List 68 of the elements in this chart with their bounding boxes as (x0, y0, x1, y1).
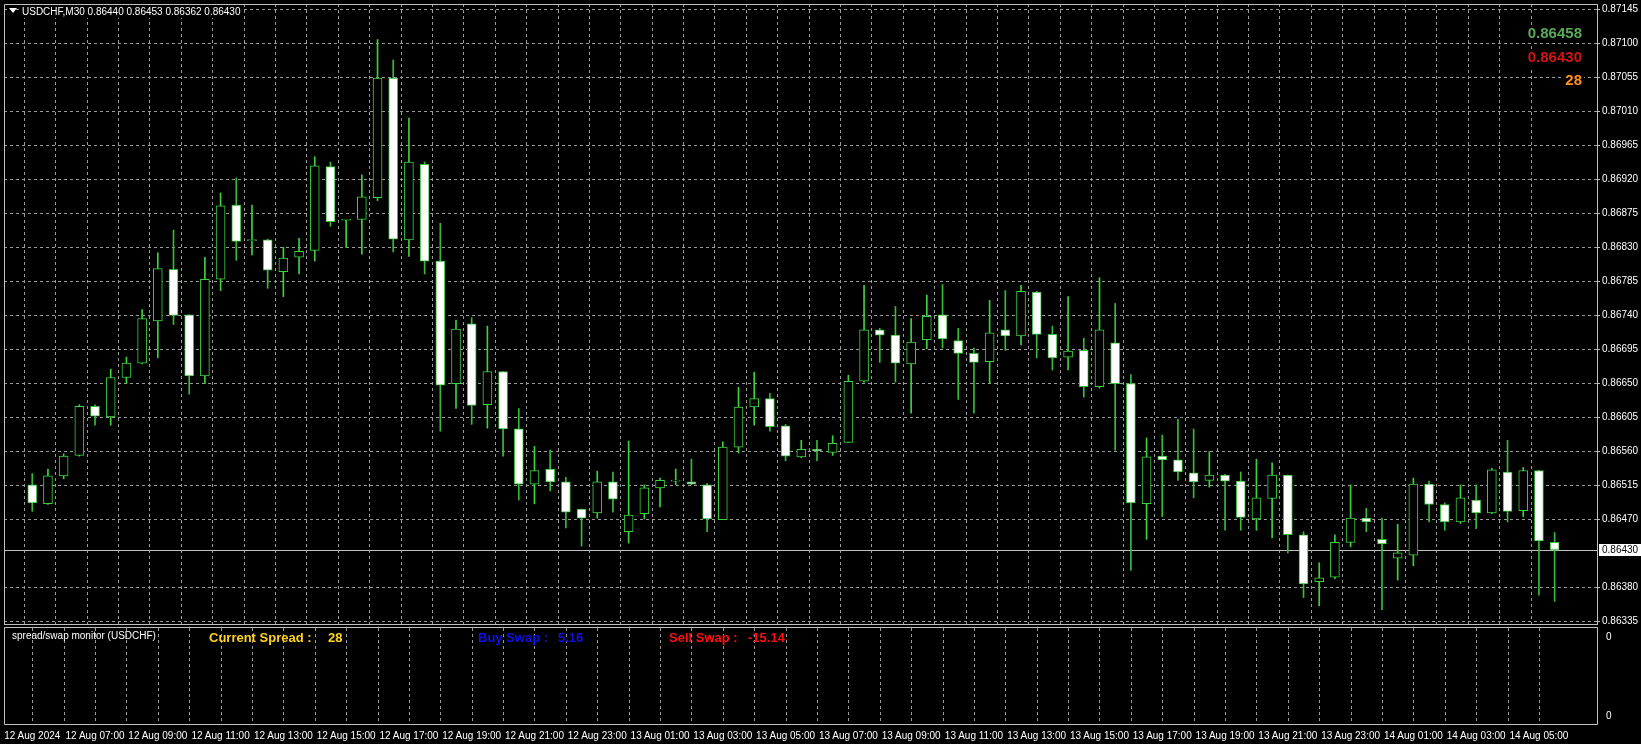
annotation: 0.86430 (1527, 48, 1582, 66)
x-tick-label: 12 Aug 09:00 (128, 729, 188, 741)
annotation: 0.86458 (1527, 24, 1582, 42)
candlestick (670, 468, 681, 486)
y-tick-label: 0.86965 (1602, 139, 1639, 151)
y-tick-label: 0.86335 (1602, 615, 1639, 627)
x-tick-label: 13 Aug 23:00 (1321, 729, 1381, 741)
x-tick-label: 13 Aug 03:00 (693, 729, 753, 741)
text: spread/swap monitor (USDCHF) (12, 629, 156, 641)
text: 0 (1606, 709, 1612, 721)
y-tick-label: 0.87055 (1602, 71, 1639, 83)
x-tick-label: 13 Aug 09:00 (881, 729, 942, 741)
x-tick-label: 12 Aug 17:00 (379, 729, 439, 741)
chart-title: USDCHF,M30 0.86440 0.86453 0.86362 0.86430 (22, 5, 241, 17)
candlestick (1392, 523, 1403, 581)
x-tick-label: 14 Aug 01:00 (1383, 729, 1444, 741)
candlestick (1173, 418, 1183, 481)
y-tick-label: 0.87100 (1602, 37, 1639, 49)
x-tick-label: 14 Aug 03:00 (1446, 729, 1507, 741)
x-tick-label: 13 Aug 07:00 (818, 729, 879, 741)
text: 28 (328, 629, 343, 645)
y-tick-label: 0.86830 (1602, 241, 1639, 253)
x-tick-label: 13 Aug 15:00 (1070, 729, 1130, 741)
text: Current Spread : (209, 629, 312, 645)
x-tick-label: 13 Aug 17:00 (1132, 729, 1193, 741)
text: -15.14 (748, 629, 786, 645)
candlestick (749, 371, 760, 426)
candlestick (969, 347, 979, 414)
x-tick-label: 12 Aug 21:00 (505, 729, 565, 741)
y-tick-label: 0.86920 (1602, 173, 1639, 185)
text: 5.16 (558, 629, 584, 645)
candlestick (341, 218, 351, 248)
candlestick (953, 328, 964, 400)
text: Sell Swap : (669, 629, 738, 645)
x-tick-label: 12 Aug 13:00 (253, 729, 314, 741)
x-tick-label: 13 Aug 13:00 (1007, 729, 1067, 741)
y-tick-label: 0.86695 (1602, 343, 1639, 355)
y-tick-label: 0.86380 (1602, 581, 1639, 593)
y-tick-label: 0.86650 (1602, 377, 1639, 389)
y-tick-label: 0.86875 (1602, 207, 1639, 219)
x-tick-label: 12 Aug 07:00 (65, 729, 125, 741)
candlestick (1377, 517, 1387, 610)
y-tick-label: 0.86740 (1602, 309, 1639, 321)
x-tick-label: 12 Aug 19:00 (442, 729, 502, 741)
text: 0 (1606, 630, 1612, 642)
ref-line-label: 0.86430 (1602, 543, 1639, 555)
y-tick-label: 0.87010 (1602, 105, 1639, 117)
x-tick-label: 12 Aug 23:00 (567, 729, 628, 741)
x-tick-label: 12 Aug 11:00 (191, 729, 251, 741)
y-tick-label: 0.86515 (1602, 479, 1639, 491)
candlestick (906, 318, 916, 414)
x-tick-label: 13 Aug 05:00 (756, 729, 816, 741)
text: 28 (1565, 71, 1582, 89)
y-tick-label: 0.86605 (1602, 411, 1639, 423)
x-tick-label: 12 Aug 2024 (4, 729, 61, 741)
y-tick-label: 0.86560 (1602, 445, 1639, 457)
x-tick-label: 14 Aug 05:00 (1509, 729, 1569, 741)
x-tick-label: 13 Aug 01:00 (630, 729, 690, 741)
candlestick (294, 238, 304, 275)
candlestick (874, 328, 885, 363)
x-tick-label: 12 Aug 15:00 (316, 729, 377, 741)
x-tick-label: 13 Aug 11:00 (944, 729, 1004, 741)
x-tick-label: 13 Aug 21:00 (1258, 729, 1318, 741)
y-tick-label: 0.86470 (1602, 513, 1639, 525)
y-tick-label: 0.87145 (1602, 3, 1639, 15)
x-tick-label: 13 Aug 19:00 (1195, 729, 1255, 741)
y-tick-label: 0.86785 (1602, 275, 1639, 287)
text: Buy Swap : (478, 629, 549, 645)
